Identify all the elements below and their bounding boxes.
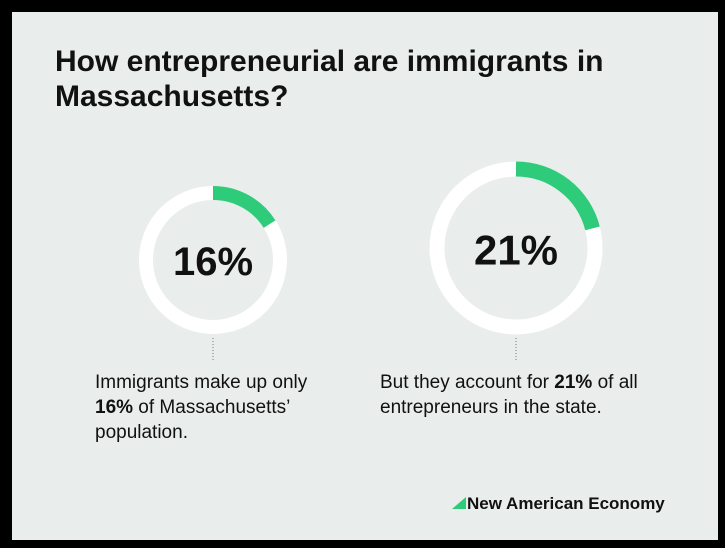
logo-icon [452,497,466,509]
caption-text: Immigrants make up only [95,372,308,393]
donut-arc [515,161,600,231]
center-label: 21% [474,227,558,274]
caption: Immigrants make up only 16% of Massachus… [95,370,350,445]
panel: How entrepreneurial are immigrants in Ma… [12,12,718,540]
logo: New American Economy [467,494,665,513]
title: How entrepreneurial are immigrants in Ma… [55,45,604,113]
caption: But they account for 21% of all entrepre… [380,370,680,420]
caption-text: of Massachusetts’ population. [95,397,290,443]
caption-highlight: 16% [95,397,134,418]
caption-text: But they account for [380,372,555,393]
charts: 16% 21% [139,161,603,509]
center-label: 16% [173,240,253,284]
caption-text: of all entrepreneurs in the state. [380,372,638,418]
caption-highlight: 21% [554,372,593,393]
donut-arc [212,186,276,229]
